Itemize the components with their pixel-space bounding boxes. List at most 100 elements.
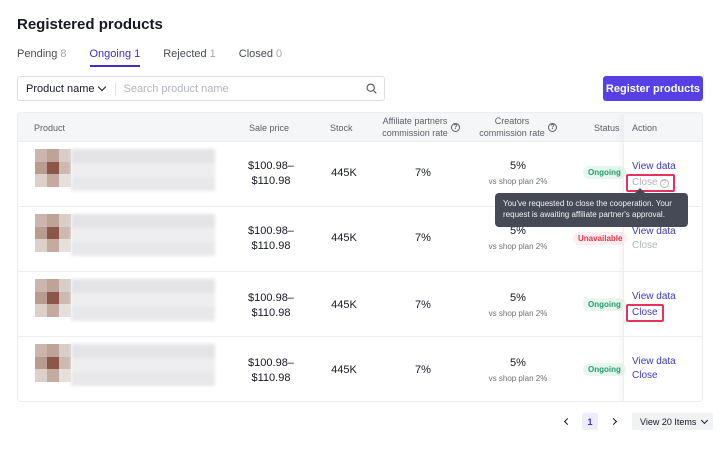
- status-badge: Ongoing: [583, 166, 626, 179]
- creators-rate: 5% vs shop plan 2%: [488, 291, 548, 319]
- product-image: [35, 214, 71, 252]
- col-sale-price: Sale price: [249, 123, 290, 133]
- search-icon[interactable]: [358, 77, 384, 100]
- affiliate-rate: 7%: [415, 167, 431, 179]
- creators-rate: 5% vs shop plan 2%: [488, 159, 548, 187]
- sale-price: $100.98– $110.98: [236, 356, 306, 386]
- help-icon[interactable]: ?: [659, 179, 669, 188]
- status-badge: Unavailable: [573, 232, 628, 245]
- col-creators-rate: Creators commission rate ?: [479, 115, 559, 139]
- sale-price-line: $110.98: [251, 175, 291, 187]
- product-image: [35, 344, 71, 382]
- product-name-blurred: [71, 214, 215, 256]
- tab-count: 1: [209, 48, 216, 60]
- page-title: Registered products: [17, 16, 163, 33]
- tab-count: 8: [60, 48, 67, 60]
- help-icon[interactable]: ?: [548, 122, 557, 132]
- row-actions: View data Close?: [626, 160, 676, 192]
- tab-label: Rejected: [163, 48, 207, 60]
- affiliate-rate: 7%: [415, 299, 431, 311]
- stock-value: 445K: [331, 167, 357, 179]
- col-affiliate-rate-label: Affiliate partners commission rate: [382, 116, 448, 138]
- tab-count: 1: [134, 48, 141, 60]
- col-action: Action: [632, 123, 658, 133]
- row-actions: View data Close: [626, 290, 676, 322]
- search-field-select[interactable]: Product name: [18, 77, 107, 100]
- tab-label: Ongoing: [89, 48, 132, 60]
- table-row: $100.98– $110.98 445K 7% 5% vs shop plan 2…: [18, 142, 702, 207]
- prev-page-button[interactable]: [560, 413, 574, 430]
- table-header: Product Sale price Stock Affiliate partn…: [18, 113, 702, 142]
- product-image: [35, 279, 71, 317]
- sale-price: $100.98– $110.98: [236, 159, 306, 189]
- tab-pending[interactable]: Pending 8: [17, 47, 67, 67]
- creators-rate: 5% vs shop plan 2%: [488, 356, 548, 384]
- table-row: $100.98– $110.98 445K 7% 5% vs shop plan 2…: [18, 337, 702, 401]
- close-link[interactable]: Close: [632, 370, 658, 381]
- tab-rejected[interactable]: Rejected 1: [163, 47, 216, 67]
- row-actions: View data Close: [632, 355, 676, 383]
- next-page-button[interactable]: [606, 413, 620, 430]
- creators-rate-sub: vs shop plan 2%: [488, 309, 548, 318]
- chevron-right-icon: [609, 417, 617, 426]
- table-row: $100.98– $110.98 445K 7% 5% vs shop plan 2…: [18, 207, 702, 272]
- sale-price-line: $110.98: [251, 240, 291, 252]
- search-input[interactable]: [123, 82, 358, 95]
- stock-value: 445K: [331, 232, 357, 244]
- page-size-select[interactable]: View 20 Items: [632, 413, 714, 430]
- tab-label: Closed: [238, 48, 274, 60]
- tab-ongoing[interactable]: Ongoing 1: [89, 47, 141, 67]
- product-image: [35, 149, 71, 187]
- affiliate-rate: 7%: [415, 364, 431, 376]
- creators-rate-sub: vs shop plan 2%: [488, 242, 548, 251]
- tab-label: Pending: [17, 48, 58, 60]
- creators-rate-value: 5%: [510, 160, 526, 172]
- row-actions: View data Close: [632, 225, 676, 253]
- sale-price: $100.98– $110.98: [236, 291, 306, 321]
- sale-price-line: $100.98–: [248, 225, 294, 237]
- col-status: Status: [594, 123, 620, 133]
- page-number[interactable]: 1: [582, 413, 598, 430]
- chevron-left-icon: [563, 417, 571, 426]
- status-tabs: Pending 8 Ongoing 1 Rejected 1 Closed 0: [17, 47, 305, 67]
- creators-rate-value: 5%: [510, 225, 526, 237]
- col-affiliate-rate: Affiliate partners commission rate ?: [382, 115, 462, 139]
- affiliate-rate: 7%: [415, 232, 431, 244]
- view-data-link[interactable]: View data: [632, 291, 676, 302]
- col-product: Product: [34, 123, 66, 133]
- chevron-down-icon: [98, 82, 107, 92]
- tab-closed[interactable]: Closed 0: [239, 47, 282, 67]
- creators-rate-sub: vs shop plan 2%: [488, 177, 548, 186]
- products-table: Product Sale price Stock Affiliate partn…: [17, 112, 703, 402]
- view-data-link[interactable]: View data: [632, 226, 676, 237]
- close-link[interactable]: Close: [626, 304, 664, 322]
- close-request-tooltip: You've requested to close the cooperatio…: [495, 188, 688, 227]
- col-stock: Stock: [330, 123, 353, 133]
- close-label: Close: [632, 177, 658, 188]
- chevron-down-icon: [701, 416, 709, 424]
- creators-rate-sub: vs shop plan 2%: [488, 374, 548, 383]
- register-products-button[interactable]: Register products: [603, 76, 703, 101]
- sale-price: $100.98– $110.98: [236, 224, 306, 254]
- search-bar: Product name: [17, 76, 385, 101]
- product-name-blurred: [71, 279, 215, 321]
- product-name-blurred: [71, 149, 215, 191]
- sale-price-line: $110.98: [251, 372, 291, 384]
- close-link-disabled: Close: [632, 240, 658, 251]
- tab-count: 0: [276, 48, 283, 60]
- close-link-disabled[interactable]: Close?: [626, 174, 675, 192]
- status-badge: Ongoing: [583, 363, 626, 376]
- sale-price-line: $100.98–: [248, 357, 294, 369]
- table-row: $100.98– $110.98 445K 7% 5% vs shop plan 2…: [18, 272, 702, 337]
- status-badge: Ongoing: [583, 298, 626, 311]
- view-data-link[interactable]: View data: [632, 161, 676, 172]
- sale-price-line: $100.98–: [248, 292, 294, 304]
- help-icon[interactable]: ?: [451, 122, 460, 132]
- search-field-label: Product name: [26, 82, 95, 95]
- divider: [115, 81, 117, 96]
- creators-rate-value: 5%: [510, 292, 526, 304]
- page-size-label: View 20 Items: [640, 416, 697, 427]
- stock-value: 445K: [331, 299, 357, 311]
- view-data-link[interactable]: View data: [632, 356, 676, 367]
- sale-price-line: $100.98–: [248, 160, 294, 172]
